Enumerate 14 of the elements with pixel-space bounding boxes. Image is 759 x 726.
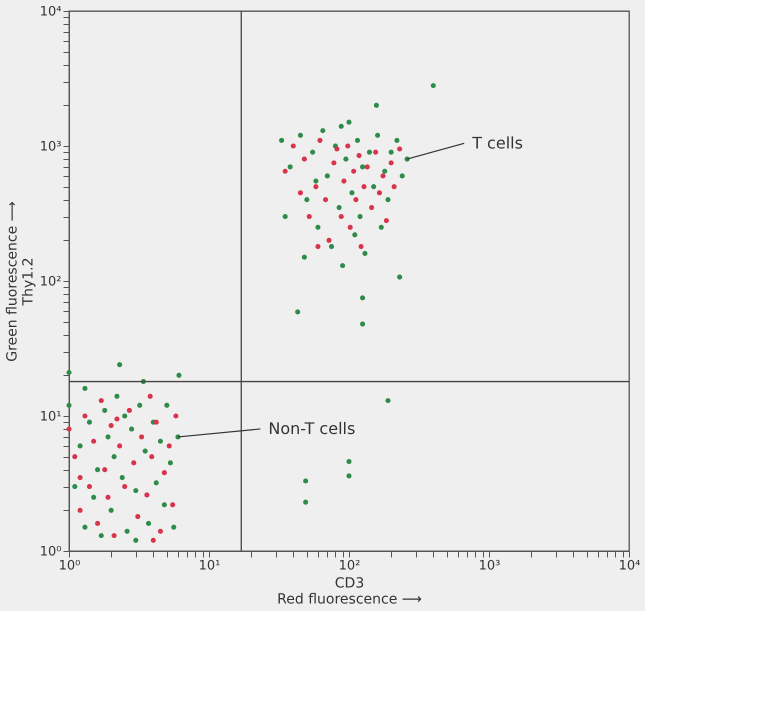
y-tick-label: 10¹: [40, 410, 62, 424]
y-axis-title: Green fluorescence ⟶ Thy1.2: [4, 201, 37, 362]
x-tick-label: 10³: [478, 558, 500, 574]
x-axis-title: CD3 Red fluorescence ⟶: [277, 576, 422, 608]
annotation: Non-T cells: [268, 418, 356, 438]
y-tick-label: 10⁴: [40, 4, 62, 20]
y-tick-label: 10³: [40, 140, 62, 154]
annotation: T cells: [471, 133, 523, 152]
x-tick-label: 10²: [338, 558, 360, 574]
x-tick-label: 10⁴: [618, 558, 640, 574]
y-tick-label: 10⁰: [40, 544, 62, 560]
x-tick-label: 10⁰: [58, 558, 80, 574]
y-tick-label: 10²: [40, 274, 62, 290]
x-tick-label: 10¹: [198, 558, 220, 574]
